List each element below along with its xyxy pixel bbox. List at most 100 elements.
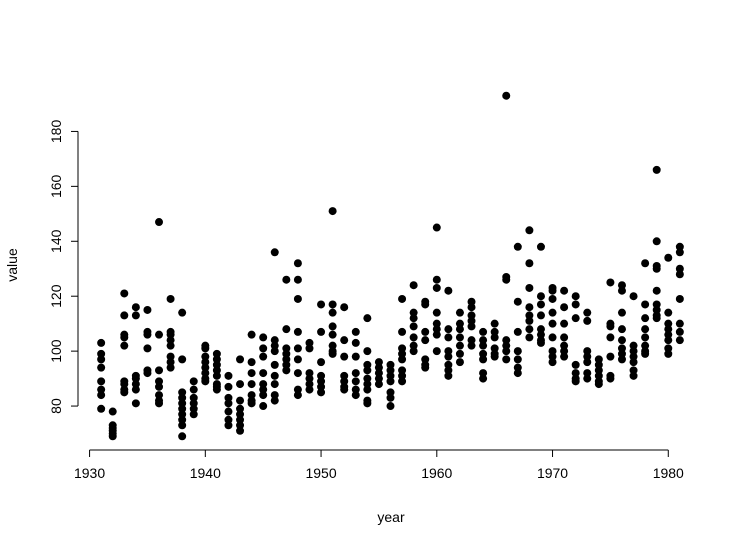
point <box>143 330 152 339</box>
point <box>617 336 626 345</box>
point <box>455 341 464 350</box>
point <box>502 336 511 345</box>
y-tick-label: 120 <box>48 284 64 308</box>
point <box>224 407 233 416</box>
point <box>629 371 638 380</box>
point <box>328 207 337 216</box>
point <box>340 303 349 312</box>
point <box>444 325 453 334</box>
point <box>155 218 164 227</box>
point <box>467 311 476 320</box>
x-axis-label: year <box>377 509 405 525</box>
point <box>398 327 407 336</box>
point <box>328 341 337 350</box>
point <box>409 281 418 290</box>
x-tick-label: 1940 <box>190 465 221 481</box>
point <box>675 264 684 273</box>
point <box>641 259 650 268</box>
point <box>583 347 592 356</box>
point <box>317 327 326 336</box>
point <box>97 391 106 400</box>
point <box>270 380 279 389</box>
point <box>259 385 268 394</box>
point <box>178 308 187 317</box>
point <box>490 352 499 361</box>
point <box>201 369 210 378</box>
point <box>594 371 603 380</box>
point <box>398 349 407 358</box>
point <box>583 308 592 317</box>
point <box>317 388 326 397</box>
point <box>536 311 545 320</box>
point <box>131 303 140 312</box>
point <box>236 421 245 430</box>
point <box>432 308 441 317</box>
point <box>270 371 279 380</box>
point <box>606 322 615 331</box>
point <box>247 391 256 400</box>
point <box>675 270 684 279</box>
point <box>131 399 140 408</box>
point <box>455 358 464 367</box>
point <box>259 333 268 342</box>
point <box>513 369 522 378</box>
point <box>189 385 198 394</box>
point <box>166 294 175 303</box>
point <box>97 355 106 364</box>
point <box>282 325 291 334</box>
point <box>120 289 129 298</box>
y-tick-label: 80 <box>48 398 64 414</box>
point <box>305 344 314 353</box>
point <box>664 253 673 262</box>
point <box>363 314 372 323</box>
point <box>583 352 592 361</box>
point <box>282 355 291 364</box>
point <box>652 165 661 174</box>
point <box>282 360 291 369</box>
point <box>155 382 164 391</box>
point <box>293 344 302 353</box>
point <box>351 385 360 394</box>
point <box>97 338 106 347</box>
point <box>155 391 164 400</box>
point <box>317 358 326 367</box>
point <box>548 286 557 295</box>
point <box>664 349 673 358</box>
point <box>97 363 106 372</box>
x-tick-label: 1950 <box>305 465 336 481</box>
point <box>513 355 522 364</box>
point <box>617 344 626 353</box>
point <box>305 380 314 389</box>
point <box>583 358 592 367</box>
point <box>374 374 383 383</box>
point <box>386 366 395 375</box>
point <box>467 303 476 312</box>
point <box>236 426 245 435</box>
point <box>398 371 407 380</box>
point <box>178 410 187 419</box>
point <box>351 352 360 361</box>
point <box>571 300 580 309</box>
point <box>617 308 626 317</box>
point <box>351 391 360 400</box>
point <box>641 349 650 358</box>
point <box>398 377 407 386</box>
point <box>455 319 464 328</box>
y-tick-label: 160 <box>48 174 64 198</box>
point <box>432 330 441 339</box>
point <box>664 336 673 345</box>
point <box>675 319 684 328</box>
point <box>409 308 418 317</box>
point <box>444 360 453 369</box>
point <box>189 404 198 413</box>
point <box>409 347 418 356</box>
point <box>455 333 464 342</box>
point <box>617 286 626 295</box>
point <box>548 358 557 367</box>
point <box>641 341 650 350</box>
point <box>340 352 349 361</box>
point <box>363 380 372 389</box>
point <box>166 363 175 372</box>
point <box>386 402 395 411</box>
point <box>351 338 360 347</box>
